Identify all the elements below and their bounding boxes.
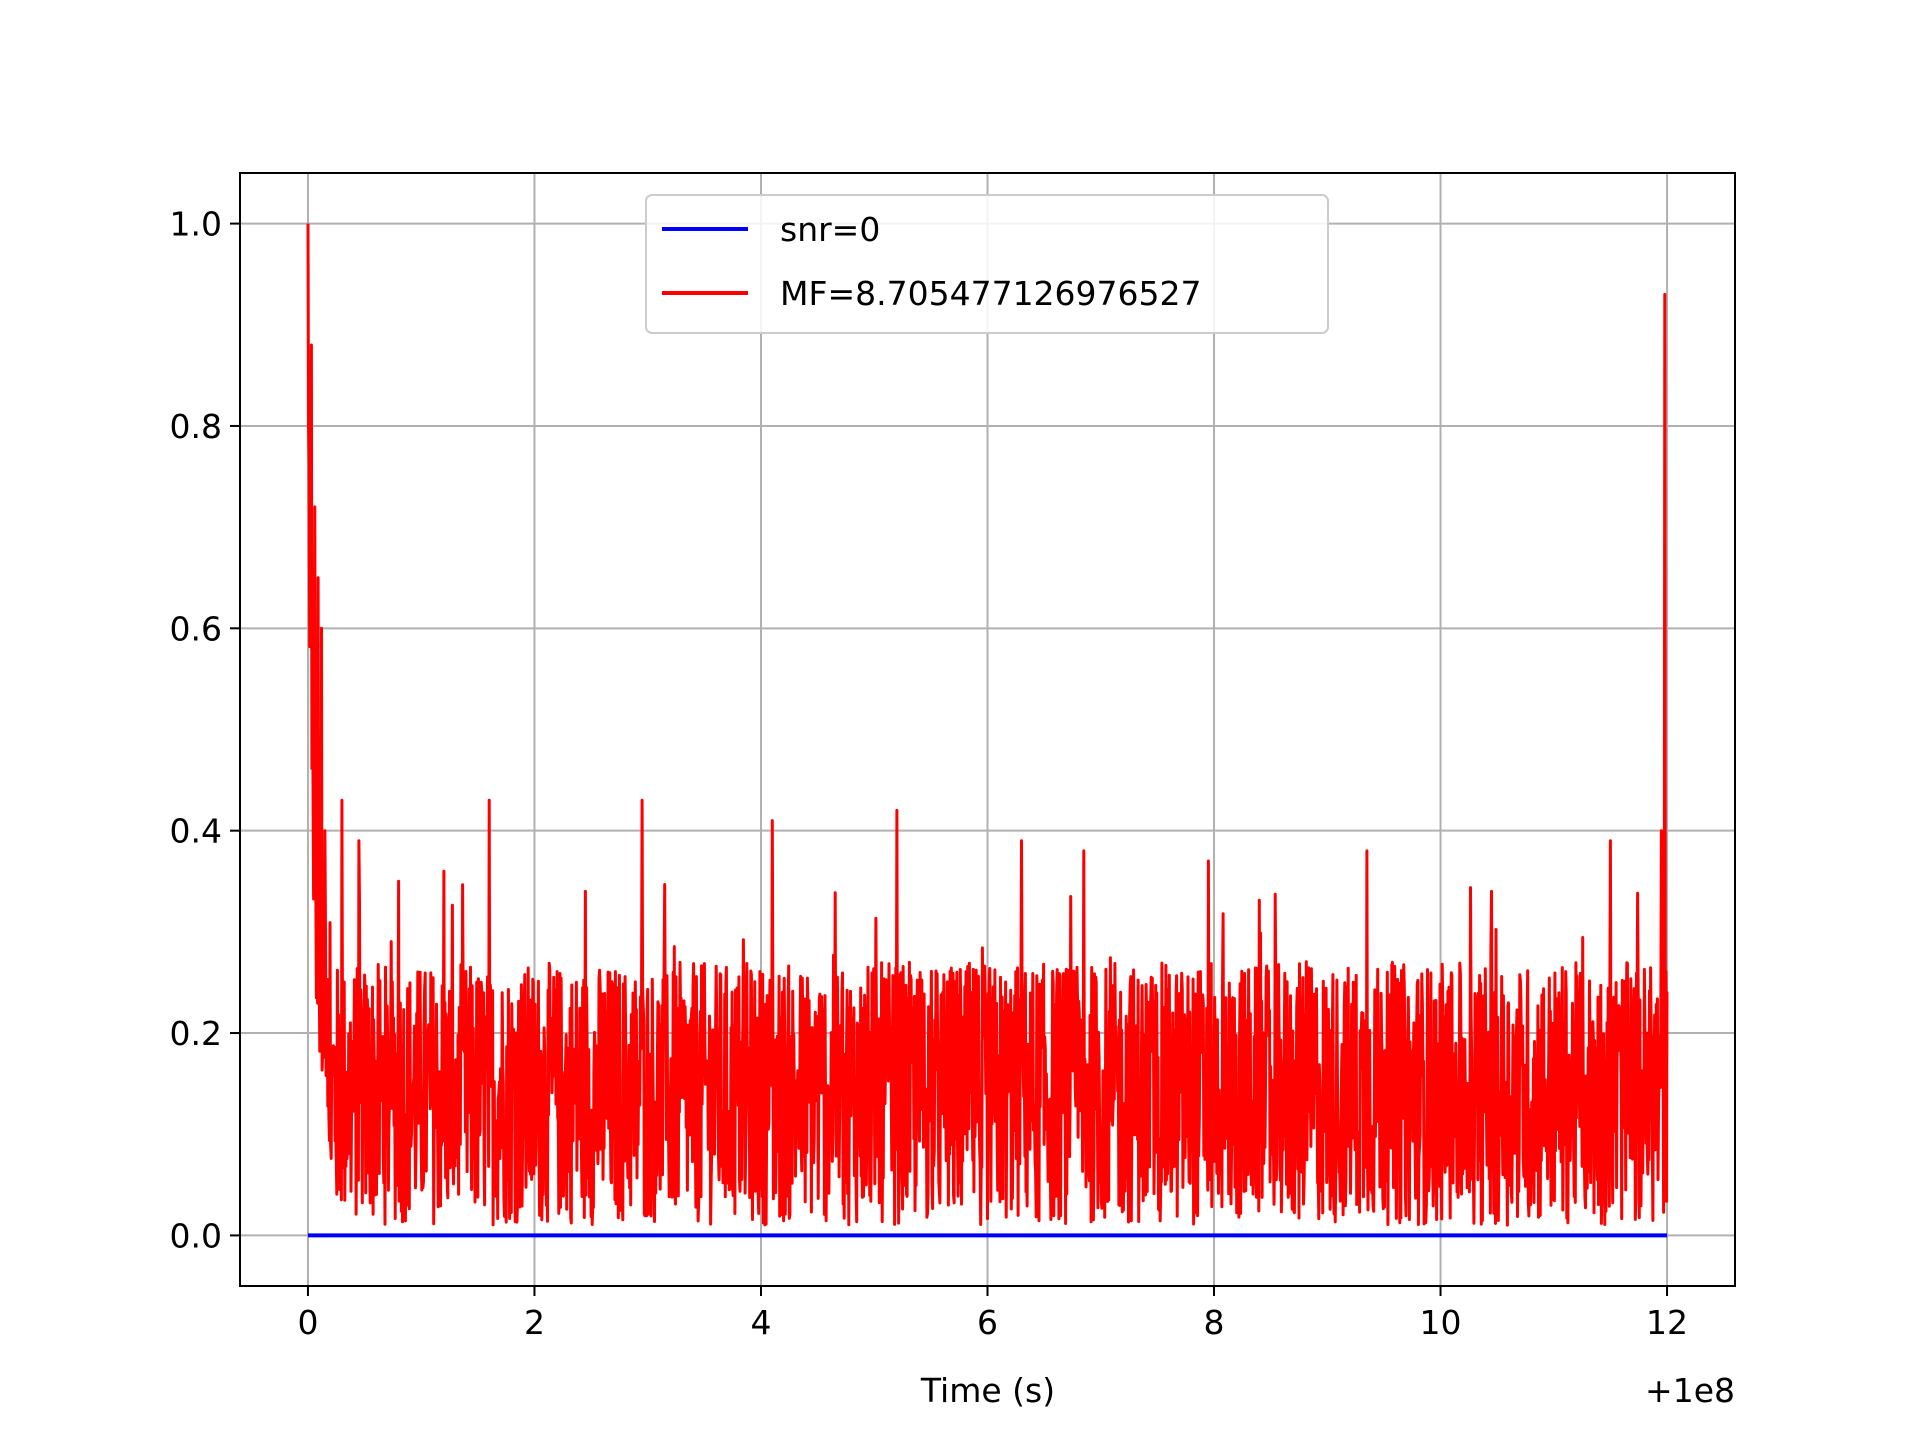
x-tick-label: 10 <box>1420 1303 1462 1342</box>
legend-label-snr: snr=0 <box>780 210 880 249</box>
y-tick-label: 0.2 <box>170 1014 222 1053</box>
legend-box <box>645 194 1329 334</box>
x-axis-label: Time (s) <box>920 1371 1055 1410</box>
legend: snr=0 MF=8.705477126976527 <box>645 194 1329 334</box>
ticks: 0 2 4 6 8 10 12 0.0 0.2 0.4 0.6 0.8 1.0 <box>170 205 1689 1342</box>
y-tick-label: 0.4 <box>170 812 222 851</box>
x-tick-label: 0 <box>297 1303 318 1342</box>
y-tick-label: 1.0 <box>170 205 222 244</box>
plot-area <box>306 223 1669 1238</box>
x-tick-label: 6 <box>977 1303 998 1342</box>
x-axis-offset-text: +1e8 <box>1645 1371 1735 1410</box>
series-line-mf <box>306 223 1669 1227</box>
y-tick-label: 0.6 <box>170 609 222 648</box>
legend-label-mf: MF=8.705477126976527 <box>780 274 1202 313</box>
x-tick-label: 4 <box>750 1303 771 1342</box>
y-tick-label: 0.8 <box>170 407 222 446</box>
x-tick-label: 2 <box>524 1303 545 1342</box>
x-tick-label: 12 <box>1646 1303 1688 1342</box>
y-tick-label: 0.0 <box>170 1216 222 1255</box>
series-layer <box>306 223 1669 1238</box>
x-tick-label: 8 <box>1204 1303 1225 1342</box>
